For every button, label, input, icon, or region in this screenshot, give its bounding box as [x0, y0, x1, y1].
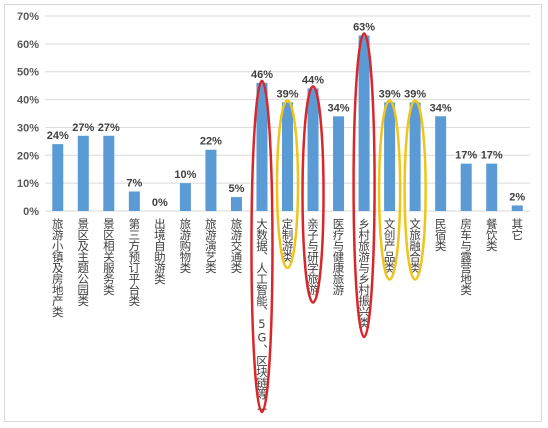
data-label: 24%	[47, 130, 69, 142]
data-label: 10%	[174, 169, 196, 181]
data-label: 34%	[430, 102, 452, 114]
category-label: 旅游演艺类	[204, 217, 218, 274]
category-label: 文创产品类	[383, 217, 397, 274]
category-label: 文旅融合类	[408, 217, 422, 274]
bar	[282, 102, 293, 211]
data-label: 34%	[328, 102, 350, 114]
data-label: 27%	[72, 122, 94, 134]
data-label: 7%	[126, 178, 142, 190]
category-label: 房车与露营地类	[459, 218, 473, 296]
y-tick-label: 60%	[17, 39, 39, 51]
bar	[179, 183, 191, 211]
highlight-ellipse	[377, 99, 402, 281]
category-label: 亲子与研学旅游	[306, 217, 320, 295]
data-label: 27%	[98, 122, 120, 134]
category-label: 景区相关服务类	[102, 218, 116, 296]
data-label: 17%	[455, 150, 477, 162]
data-label: 0%	[152, 197, 168, 209]
data-label: 39%	[379, 88, 401, 100]
data-label: 2%	[509, 191, 525, 203]
data-label: 44%	[302, 74, 324, 86]
category-label: 旅游小镇及房地产类	[51, 217, 65, 318]
highlight-ellipse	[250, 79, 274, 414]
bar	[486, 163, 498, 211]
category-label: 定制游类	[281, 217, 295, 263]
category-label: 出境自助游类	[153, 217, 167, 285]
category-label: 其它	[510, 218, 524, 240]
category-label: 乡村旅游与乡村振兴类	[357, 218, 371, 329]
data-label: 39%	[404, 88, 426, 100]
bar	[384, 102, 396, 211]
category-label: 第三方预订平台类	[127, 217, 141, 307]
highlight-ellipse	[352, 32, 376, 339]
bar	[307, 88, 319, 211]
bar	[52, 144, 64, 211]
y-tick-label: 40%	[17, 95, 39, 107]
y-tick-label: 50%	[17, 67, 39, 79]
category-label: 餐饮类	[485, 217, 499, 252]
bar	[409, 102, 421, 211]
y-tick-label: 0%	[23, 206, 39, 218]
data-label: 39%	[276, 88, 298, 100]
category-label: 旅游交通类	[229, 217, 243, 274]
bar	[230, 197, 242, 211]
bar	[511, 205, 523, 211]
category-label: 民宿类	[434, 218, 448, 252]
bar	[205, 149, 217, 211]
category-label: 旅游购物类	[178, 217, 192, 274]
y-tick-label: 30%	[17, 122, 39, 134]
highlight-ellipse	[301, 85, 325, 304]
bar	[435, 116, 447, 211]
bar	[256, 82, 268, 211]
bar	[128, 191, 140, 211]
data-label: 22%	[200, 136, 222, 148]
category-label: 医疗与健康旅游	[332, 218, 346, 295]
category-label: 景区及主题公园类	[76, 218, 90, 307]
data-label: 17%	[481, 150, 503, 162]
y-tick-label: 20%	[17, 150, 39, 162]
highlight-ellipse	[403, 99, 427, 281]
bar	[77, 135, 89, 211]
category-label: 大数据、人工智能、5G、区块链等…	[255, 217, 269, 412]
bar	[358, 35, 370, 211]
data-label: 46%	[251, 69, 273, 81]
bar	[460, 163, 472, 211]
data-label: 5%	[228, 183, 244, 195]
bar	[333, 116, 345, 211]
y-tick-label: 10%	[17, 178, 39, 190]
highlight-ellipse	[275, 99, 300, 270]
data-label: 63%	[353, 22, 375, 34]
bar	[103, 135, 115, 211]
y-tick-label: 70%	[17, 11, 39, 23]
